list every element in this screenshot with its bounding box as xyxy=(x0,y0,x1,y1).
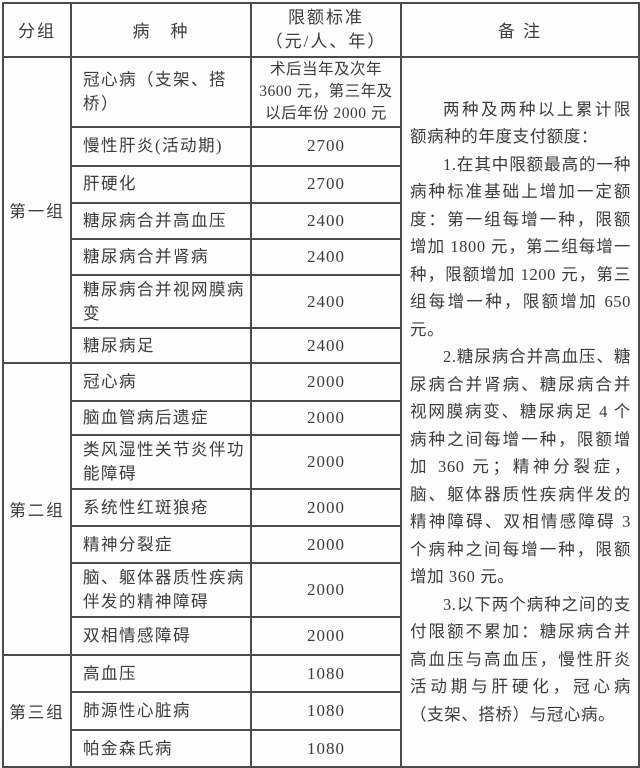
disease-cell: 脑血管病后遗症 xyxy=(70,400,252,437)
limit-cell: 2000 xyxy=(250,562,402,619)
table-row: 第一组 冠心病（支架、搭桥） 术后当年及次年 3600 元，第三年及以后年份 2… xyxy=(2,55,640,768)
table-row: 第二组 冠心病 2000 xyxy=(2,362,639,657)
limit-cell: 2400 xyxy=(250,273,402,330)
limit-cell: 2000 xyxy=(250,362,402,403)
header-limit-line1: 限额标准 xyxy=(288,8,364,27)
disease-cell: 冠心病（支架、搭桥） xyxy=(70,55,252,128)
group-label-1: 第一组 xyxy=(2,55,72,365)
disease-cell: 高血压 xyxy=(70,654,252,694)
table-header-row: 分组 病 种 限额标准 （元/人、年） 备 注 xyxy=(2,2,640,58)
limit-cell: 1080 xyxy=(250,654,402,694)
limit-cell: 2400 xyxy=(250,327,402,365)
disease-cell: 冠心病 xyxy=(70,362,252,403)
remark-paragraph: 3.以下两个病种之间的支付限额不累加：糖尿病合并高血压与高血压，慢性肝炎活动期与… xyxy=(410,594,631,724)
table-row: 脑、躯体器质性疾病伴发的精神障碍 2000 xyxy=(3,562,639,619)
limit-cell: 术后当年及次年 3600 元，第三年及以后年份 2000 元 xyxy=(250,55,402,128)
table-row: 类风湿性关节炎伴功能障碍 2000 xyxy=(3,434,639,491)
disease-cell: 糖尿病合并视网膜病变 xyxy=(70,273,252,330)
table-row: 肝硬化 2700 xyxy=(3,164,639,204)
disease-cell: 糖尿病合并高血压 xyxy=(70,201,252,240)
disease-cell: 类风湿性关节炎伴功能障碍 xyxy=(70,434,252,491)
limit-cell: 2700 xyxy=(250,164,402,204)
group-label-3: 第三组 xyxy=(2,654,72,768)
remark-paragraph: 两种及两种以上累计限额病种的年度支付额度： xyxy=(410,99,631,147)
limit-cell: 2000 xyxy=(250,488,402,528)
table-row: 系统性红斑狼疮 2000 xyxy=(3,488,639,528)
limit-cell: 1080 xyxy=(250,691,402,732)
disease-cell: 慢性肝炎(活动期) xyxy=(70,125,252,167)
header-limit-line2: （元/人、年） xyxy=(265,31,387,51)
header-disease: 病 种 xyxy=(70,2,252,58)
table-row: 糖尿病足 2400 xyxy=(3,327,639,365)
header-limit: 限额标准 （元/人、年） xyxy=(250,2,402,58)
header-remark: 备 注 xyxy=(400,2,640,58)
table-row: 双相情感障碍 2000 xyxy=(3,616,639,657)
limit-cell: 1080 xyxy=(250,729,402,768)
remarks-cell: 两种及两种以上累计限额病种的年度支付额度： 1.在其中限额最高的一种病种标准基础… xyxy=(400,55,640,768)
disease-cell: 系统性红斑狼疮 xyxy=(70,488,252,528)
disease-cell: 帕金森氏病 xyxy=(70,729,252,768)
table-row: 糖尿病合并视网膜病变 2400 xyxy=(3,273,639,330)
limit-cell: 2000 xyxy=(250,525,402,565)
table-row: 慢性肝炎(活动期) 2700 xyxy=(3,125,639,167)
disease-cell: 肺源性心脏病 xyxy=(70,691,252,732)
disease-cell: 肝硬化 xyxy=(70,164,252,204)
group-label-2: 第二组 xyxy=(2,362,72,657)
table-row: 糖尿病合并高血压 2400 xyxy=(3,201,639,240)
disease-cell: 糖尿病足 xyxy=(70,327,252,365)
limit-cell: 2400 xyxy=(250,201,402,240)
disease-cell: 双相情感障碍 xyxy=(70,616,252,657)
disease-cell: 糖尿病合并肾病 xyxy=(70,237,252,276)
disease-cell: 精神分裂症 xyxy=(70,525,252,565)
remark-paragraph: 2.糖尿病合并高血压、糖尿病合并肾病、糖尿病合并视网膜病变、糖尿病足 4 个病种… xyxy=(410,347,631,587)
limit-cell: 2000 xyxy=(250,434,402,491)
limit-cell: 2400 xyxy=(250,237,402,276)
table-row: 糖尿病合并肾病 2400 xyxy=(3,237,639,276)
disease-cell: 脑、躯体器质性疾病伴发的精神障碍 xyxy=(70,562,252,619)
limit-cell: 2700 xyxy=(250,125,402,167)
limit-cell: 2000 xyxy=(250,400,402,437)
limit-cell: 2000 xyxy=(250,616,402,657)
table-row: 精神分裂症 2000 xyxy=(3,525,639,565)
header-group: 分组 xyxy=(2,2,72,58)
table-row: 脑血管病后遗症 2000 xyxy=(3,400,639,437)
remark-paragraph: 1.在其中限额最高的一种病种标准基础上增加一定额度：第一组每增一种，限额增加 1… xyxy=(410,154,631,339)
